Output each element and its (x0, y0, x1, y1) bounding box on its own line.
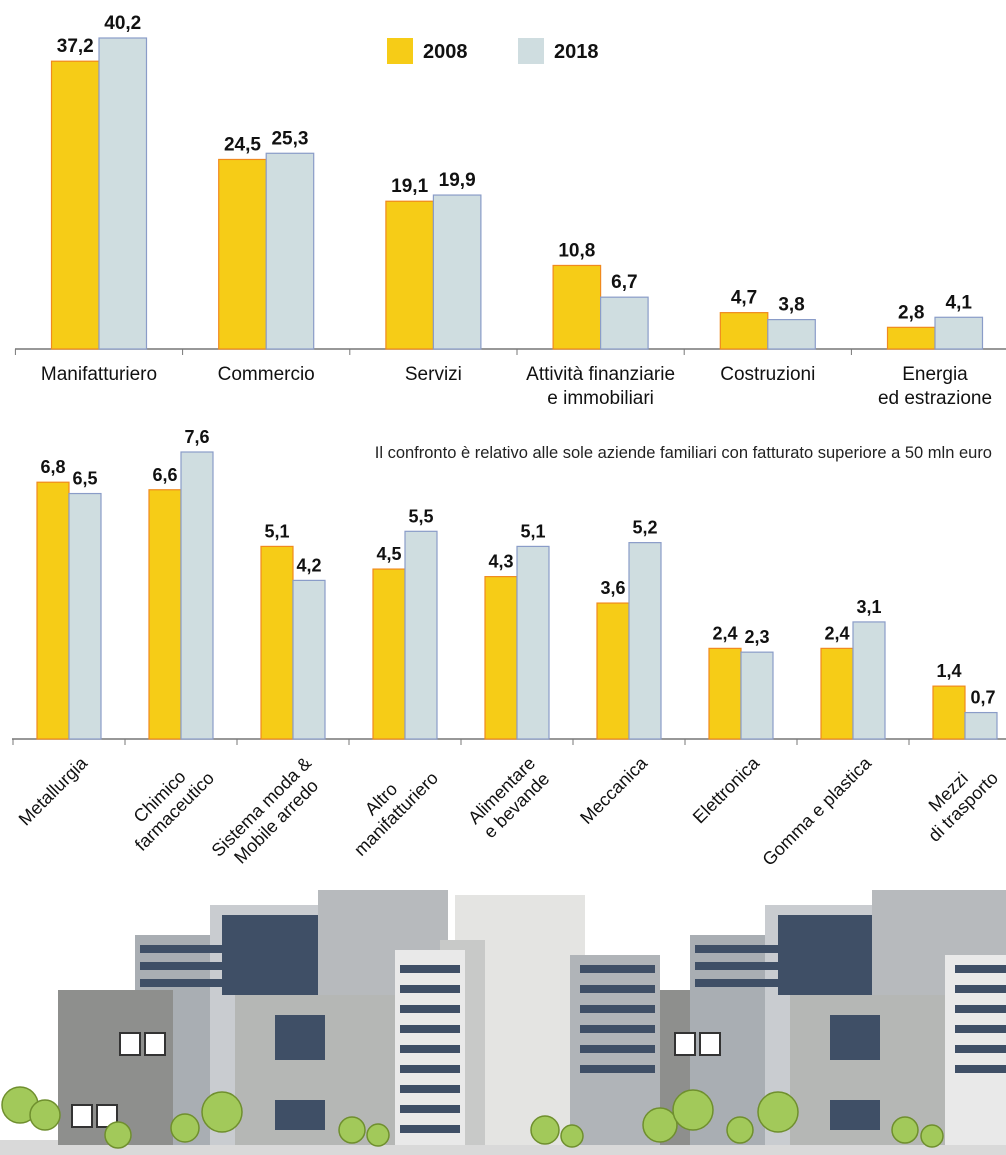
value-label: 0,7 (970, 688, 995, 708)
infographic: 37,2 40,2 24,5 25,3 19,1 19,9 10,8 6,7 4,7 3,8 2,8… (0, 0, 1006, 1155)
bar (99, 38, 147, 349)
value-label: 6,7 (611, 272, 637, 293)
bar (601, 297, 649, 349)
value-label: 4,7 (731, 288, 757, 309)
value-label: 10,8 (558, 240, 595, 261)
bar (266, 153, 314, 349)
bar (433, 195, 481, 349)
buildings-illustration (0, 890, 1006, 1155)
legend-swatch (518, 38, 544, 64)
value-label: 3,6 (600, 578, 625, 598)
bar (888, 327, 936, 349)
bar (149, 490, 181, 739)
bar (52, 61, 100, 349)
legend-swatch (387, 38, 413, 64)
bar (293, 580, 325, 739)
value-label: 3,1 (856, 597, 881, 617)
value-label: 4,2 (296, 555, 321, 575)
value-label: 19,1 (391, 176, 428, 197)
value-label: 5,1 (264, 521, 289, 541)
value-label: 5,5 (408, 506, 433, 526)
value-label: 6,5 (72, 469, 97, 489)
value-label: 25,3 (271, 128, 308, 149)
value-label: 1,4 (936, 661, 961, 681)
bar (219, 159, 267, 349)
value-label: 2,4 (824, 623, 849, 643)
bar (741, 652, 773, 739)
value-label: 2,4 (712, 623, 737, 643)
value-label: 7,6 (184, 427, 209, 447)
bar (373, 569, 405, 739)
value-label: 2,3 (744, 627, 769, 647)
bar (965, 713, 997, 739)
bar (720, 313, 768, 349)
bar (935, 317, 983, 349)
bar (37, 482, 69, 739)
bar (709, 648, 741, 739)
value-label: 5,1 (520, 521, 545, 541)
legend-label: 2018 (554, 41, 599, 63)
x-tick-label: Servizi (348, 363, 518, 387)
x-tick-label: Energia ed estrazione (850, 363, 1006, 411)
value-label: 37,2 (57, 36, 94, 57)
bar (517, 546, 549, 739)
legend-label: 2008 (423, 41, 468, 63)
bar (597, 603, 629, 739)
value-label: 3,8 (778, 295, 804, 316)
value-label: 40,2 (104, 13, 141, 34)
value-label: 19,9 (439, 170, 476, 191)
bar (405, 531, 437, 739)
bar (261, 546, 293, 739)
bar (181, 452, 213, 739)
bar (629, 543, 661, 739)
bar (853, 622, 885, 739)
bar (768, 320, 816, 349)
x-tick-label: Manifatturiero (14, 363, 184, 387)
value-label: 6,8 (40, 457, 65, 477)
value-label: 5,2 (632, 518, 657, 538)
value-label: 2,8 (898, 302, 924, 323)
value-label: 6,6 (152, 465, 177, 485)
bar (933, 686, 965, 739)
bar (69, 494, 101, 739)
x-tick-label: Costruzioni (683, 363, 853, 387)
value-label: 24,5 (224, 134, 261, 155)
value-label: 4,1 (946, 292, 973, 313)
bar (821, 648, 853, 739)
x-tick-label: Commercio (181, 363, 351, 387)
chart: 37,2 40,2 24,5 25,3 19,1 19,9 10,8 6,7 4,7 3,8 2,8… (0, 0, 1006, 1155)
bar (553, 265, 601, 349)
bar (485, 577, 517, 739)
annotation: Il confronto è relativo alle sole aziend… (375, 444, 992, 463)
x-tick-label: Attività finanziarie e immobiliari (516, 363, 686, 411)
bar (386, 201, 434, 349)
value-label: 4,3 (488, 552, 513, 572)
value-label: 4,5 (376, 544, 401, 564)
